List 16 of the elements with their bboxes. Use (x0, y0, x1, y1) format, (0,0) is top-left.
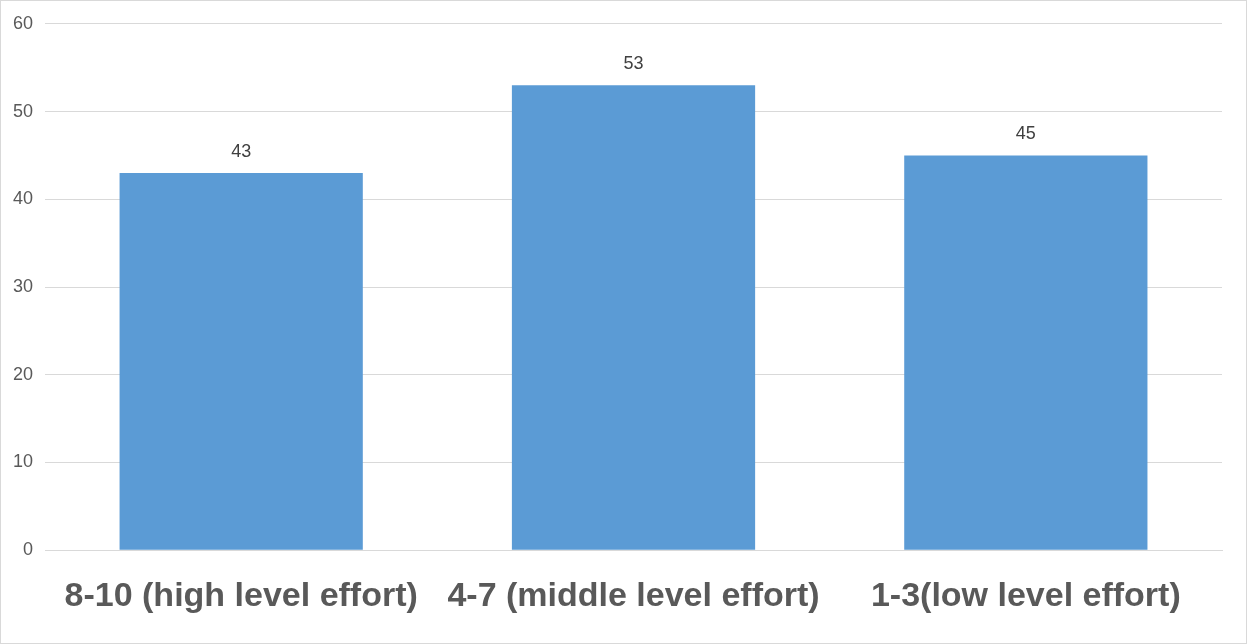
x-tick-label: 1-3(low level effort) (870, 574, 1181, 613)
bar (511, 85, 756, 550)
data-label: 53 (623, 53, 644, 74)
y-tick-label: 30 (12, 275, 34, 296)
y-tick-label: 0 (23, 539, 34, 560)
x-tick-label: 8-10 (high level effort) (64, 574, 418, 613)
data-label: 45 (1015, 123, 1036, 144)
data-label: 43 (231, 140, 252, 161)
y-tick-label: 10 (12, 451, 34, 472)
bar (119, 172, 363, 550)
y-tick-label: 60 (12, 12, 34, 33)
y-tick-label: 20 (12, 363, 34, 384)
y-tick-label: 40 (12, 188, 34, 209)
x-tick-label: 4-7 (middle level effort) (447, 574, 820, 613)
y-tick-label: 50 (12, 100, 34, 121)
bar (904, 155, 1148, 550)
